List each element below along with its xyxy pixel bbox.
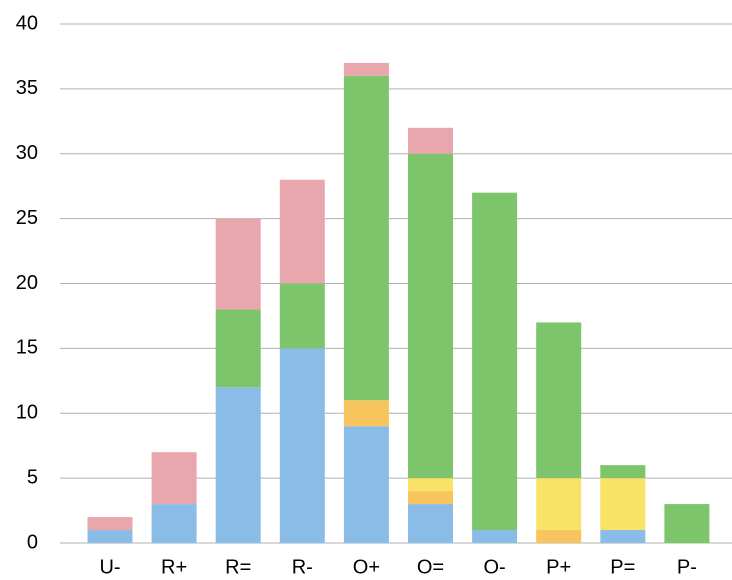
bar-segment [536, 478, 582, 531]
x-tick-label: P= [610, 556, 635, 578]
bar-segment [343, 400, 389, 427]
y-tick-label: 25 [16, 207, 38, 229]
bar-segment [408, 504, 453, 543]
y-tick-label: 35 [16, 77, 38, 99]
bar-segment [600, 465, 646, 479]
bar-segment [408, 153, 453, 479]
bar-segment [343, 426, 389, 543]
bar-segment [215, 218, 261, 310]
y-tick-label: 10 [16, 402, 38, 424]
bar-segment [664, 504, 710, 543]
bar-segment [215, 387, 261, 543]
bar-segment [343, 62, 389, 76]
bar-segment [600, 478, 646, 531]
y-tick-label: 5 [27, 466, 38, 488]
bar-segment [279, 179, 325, 284]
y-tick-label: 20 [16, 272, 38, 294]
x-tick-label: O= [417, 556, 444, 578]
x-tick-label: O+ [353, 556, 380, 578]
y-tick-label: 15 [16, 337, 38, 359]
bar-segment [343, 75, 389, 401]
bar-segment [279, 283, 325, 349]
y-tick-label: 30 [16, 142, 38, 164]
bar-segment [87, 517, 133, 531]
bar-segment [536, 322, 582, 479]
x-tick-label: R- [292, 556, 313, 578]
bar-segment [472, 530, 518, 543]
y-tick-label: 0 [27, 531, 38, 553]
y-tick-label: 40 [16, 12, 38, 34]
x-tick-label: P- [677, 556, 697, 578]
bar-segment [536, 530, 582, 543]
bar-segment [151, 504, 197, 543]
x-tick-label: O- [483, 556, 505, 578]
bar-segment [600, 530, 646, 543]
bar-segment [408, 491, 453, 505]
bar-segment [408, 478, 453, 492]
x-tick-label: P+ [546, 556, 571, 578]
bar-segment [279, 348, 325, 543]
bar-segment [215, 309, 261, 388]
bar-segment [472, 192, 518, 531]
x-tick-label: R= [225, 556, 251, 578]
x-tick-label: R+ [161, 556, 187, 578]
bar-segment [408, 127, 453, 154]
x-tick-label: U- [99, 556, 120, 578]
bar-segment [87, 530, 133, 543]
bar-segment [151, 452, 197, 505]
